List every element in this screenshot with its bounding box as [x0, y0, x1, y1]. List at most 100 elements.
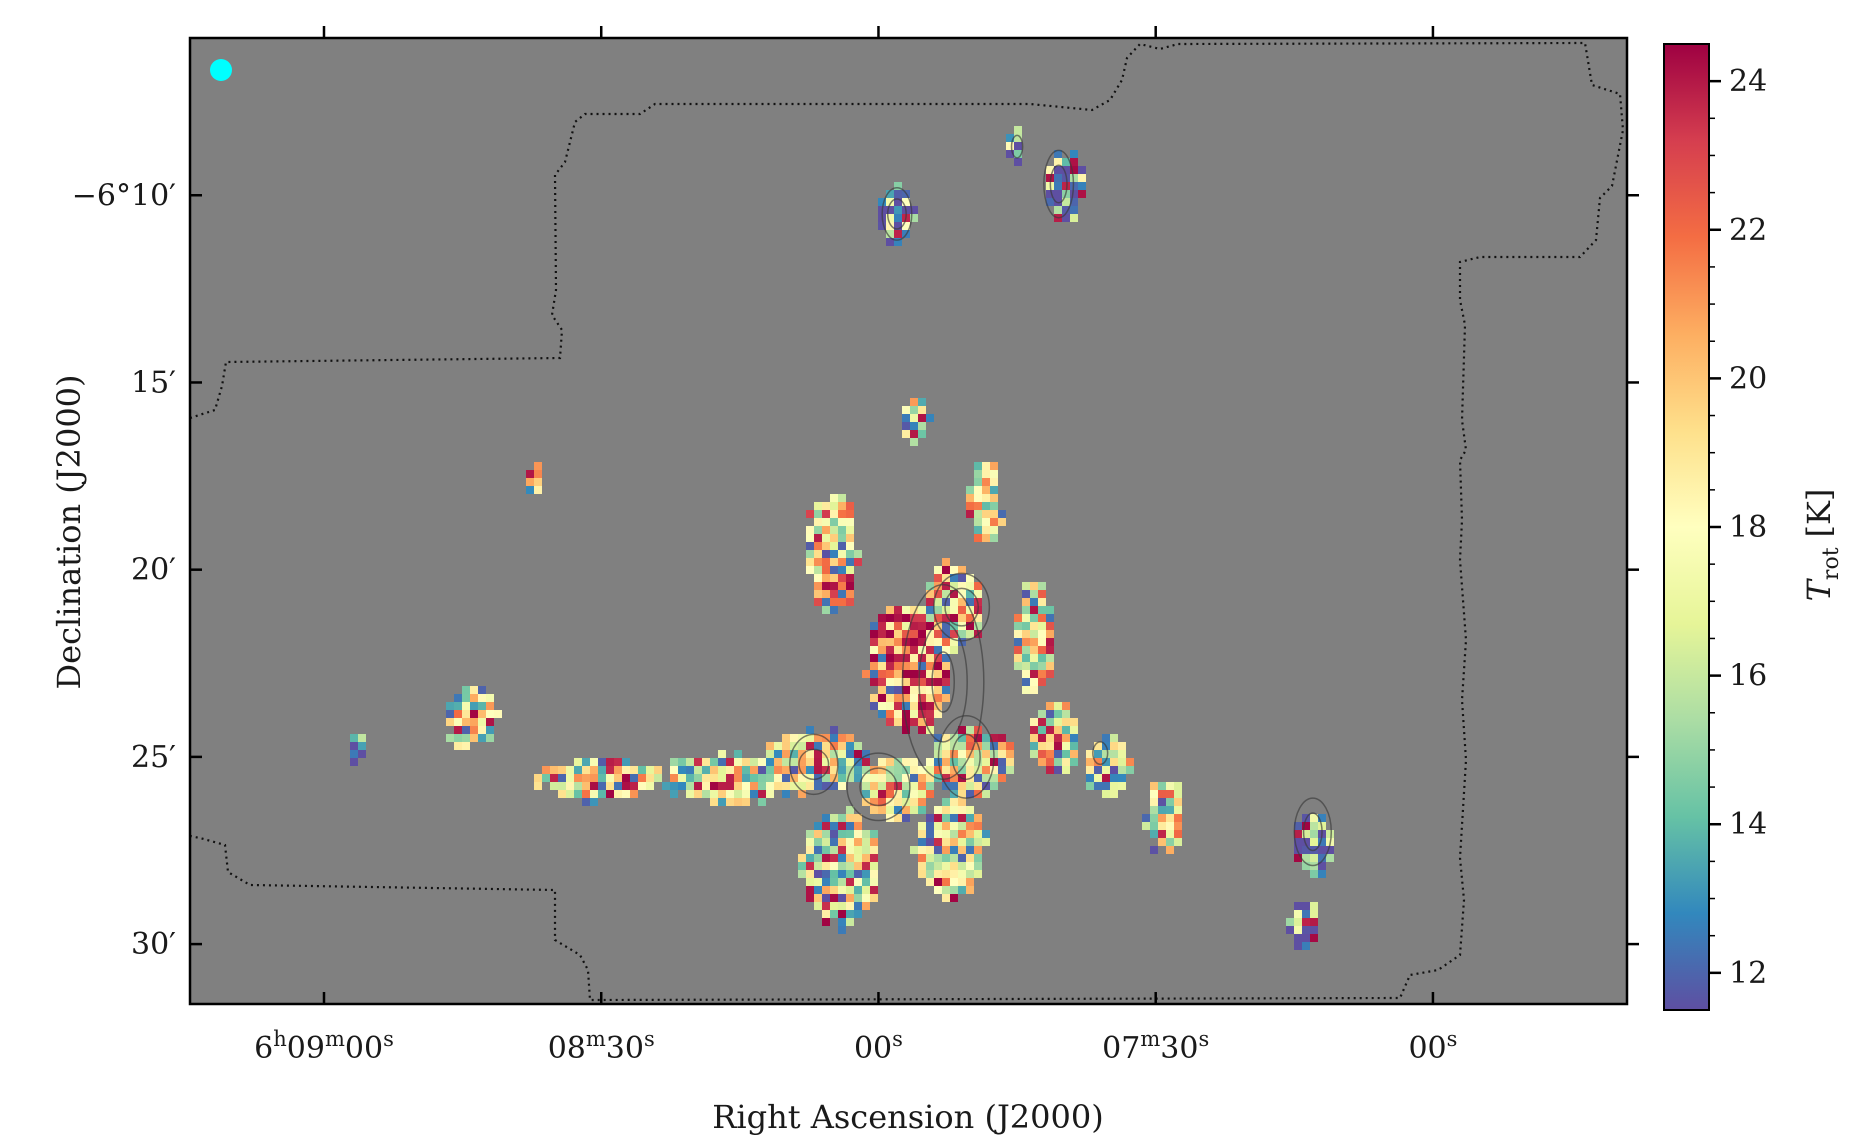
- map-pixel: [894, 758, 902, 766]
- map-pixel: [862, 774, 870, 782]
- map-pixel: [846, 870, 854, 878]
- map-pixel: [846, 838, 854, 846]
- map-pixel: [1014, 630, 1022, 638]
- map-pixel: [894, 654, 902, 662]
- map-pixel: [894, 702, 902, 710]
- map-pixel: [910, 662, 918, 670]
- map-pixel: [838, 494, 846, 502]
- map-pixel: [942, 846, 950, 854]
- map-pixel: [590, 758, 598, 766]
- map-pixel: [750, 790, 758, 798]
- map-pixel: [822, 510, 830, 518]
- map-pixel: [870, 678, 878, 686]
- map-pixel: [1294, 934, 1302, 942]
- map-pixel: [982, 830, 990, 838]
- map-pixel: [1030, 654, 1038, 662]
- map-pixel: [942, 622, 950, 630]
- map-pixel: [870, 638, 878, 646]
- map-pixel: [974, 510, 982, 518]
- map-pixel: [974, 830, 982, 838]
- colorbar-tick-label: 24: [1729, 64, 1767, 99]
- map-pixel: [806, 534, 814, 542]
- map-pixel: [814, 582, 822, 590]
- map-pixel: [894, 662, 902, 670]
- map-pixel: [1310, 854, 1318, 862]
- map-pixel: [886, 238, 894, 246]
- map-pixel: [582, 774, 590, 782]
- map-pixel: [686, 774, 694, 782]
- map-pixel: [1062, 766, 1070, 774]
- map-pixel: [934, 862, 942, 870]
- map-pixel: [1046, 662, 1054, 670]
- map-pixel: [534, 774, 542, 782]
- map-pixel: [582, 758, 590, 766]
- map-pixel: [806, 870, 814, 878]
- map-pixel: [966, 734, 974, 742]
- map-pixel: [854, 838, 862, 846]
- map-pixel: [894, 190, 902, 198]
- map-pixel: [1166, 806, 1174, 814]
- map-pixel: [950, 854, 958, 862]
- map-pixel: [846, 582, 854, 590]
- map-pixel: [766, 774, 774, 782]
- map-pixel: [934, 742, 942, 750]
- map-pixel: [926, 630, 934, 638]
- map-pixel: [966, 878, 974, 886]
- map-pixel: [918, 614, 926, 622]
- map-pixel: [958, 590, 966, 598]
- map-pixel: [718, 782, 726, 790]
- map-pixel: [1070, 174, 1078, 182]
- map-pixel: [950, 838, 958, 846]
- map-pixel: [894, 182, 902, 190]
- map-pixel: [1118, 742, 1126, 750]
- map-pixel: [854, 766, 862, 774]
- map-pixel: [1102, 750, 1110, 758]
- map-pixel: [1150, 822, 1158, 830]
- map-pixel: [558, 774, 566, 782]
- map-pixel: [990, 534, 998, 542]
- map-pixel: [966, 502, 974, 510]
- map-pixel: [926, 782, 934, 790]
- map-pixel: [974, 526, 982, 534]
- map-pixel: [966, 590, 974, 598]
- map-pixel: [846, 774, 854, 782]
- map-pixel: [950, 846, 958, 854]
- map-pixel: [1302, 918, 1310, 926]
- map-pixel: [894, 638, 902, 646]
- map-pixel: [822, 550, 830, 558]
- map-pixel: [918, 670, 926, 678]
- map-pixel: [974, 494, 982, 502]
- map-pixel: [854, 878, 862, 886]
- map-pixel: [766, 782, 774, 790]
- map-pixel: [958, 798, 966, 806]
- map-pixel: [902, 782, 910, 790]
- map-pixel: [902, 614, 910, 622]
- map-pixel: [1022, 630, 1030, 638]
- contour-line: [937, 714, 995, 799]
- map-pixel: [838, 582, 846, 590]
- map-pixel: [846, 822, 854, 830]
- map-pixel: [574, 790, 582, 798]
- map-pixel: [622, 782, 630, 790]
- map-pixel: [886, 198, 894, 206]
- map-pixel: [478, 710, 486, 718]
- map-pixel: [870, 894, 878, 902]
- map-pixel: [646, 766, 654, 774]
- map-pixel: [1030, 606, 1038, 614]
- map-pixel: [822, 886, 830, 894]
- map-pixel: [742, 798, 750, 806]
- map-pixel: [862, 846, 870, 854]
- map-pixel: [742, 758, 750, 766]
- map-pixel: [830, 494, 838, 502]
- map-pixel: [902, 406, 910, 414]
- map-pixel: [1094, 742, 1102, 750]
- map-pixel: [942, 670, 950, 678]
- map-pixel: [622, 766, 630, 774]
- map-pixel: [678, 766, 686, 774]
- map-pixel: [1158, 822, 1166, 830]
- map-pixel: [870, 798, 878, 806]
- map-pixel: [966, 886, 974, 894]
- map-pixel: [934, 574, 942, 582]
- map-pixel: [934, 638, 942, 646]
- map-pixel: [846, 910, 854, 918]
